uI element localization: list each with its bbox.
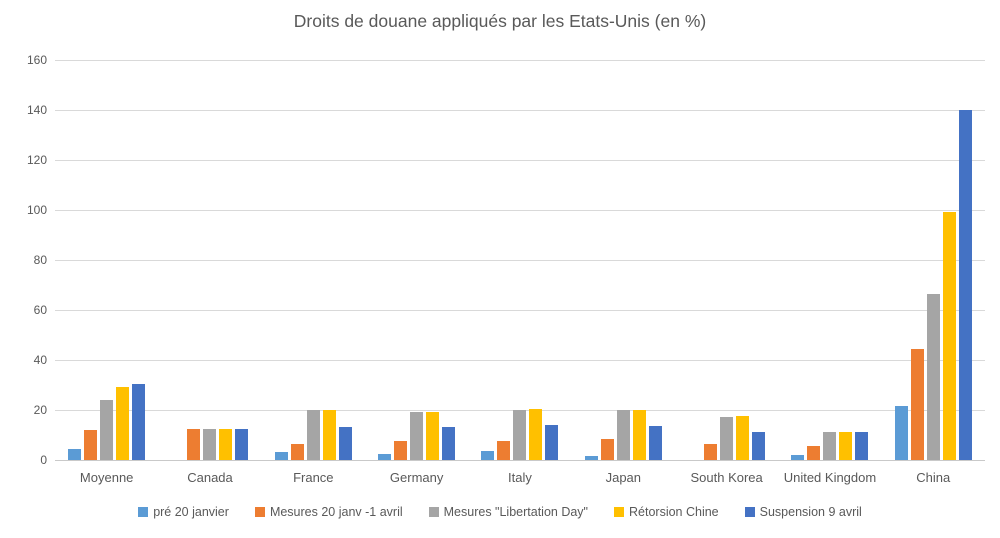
y-tick-label: 120 — [26, 153, 47, 167]
bar — [442, 427, 456, 460]
legend-label: Mesures 20 janv -1 avril — [269, 505, 403, 519]
bar — [942, 212, 956, 460]
y-tick-label: 20 — [33, 403, 47, 417]
bar — [274, 452, 288, 460]
bar — [132, 384, 146, 460]
y-tick-label: 80 — [33, 253, 47, 267]
bar — [616, 410, 630, 460]
bar — [720, 417, 734, 460]
y-tick-label: 100 — [26, 203, 47, 217]
bar — [203, 429, 217, 460]
y-tick-label: 140 — [26, 103, 47, 117]
gridline — [55, 210, 985, 211]
bar — [394, 441, 408, 460]
bar — [100, 400, 114, 460]
bar — [807, 446, 821, 460]
bar — [839, 432, 853, 460]
x-axis-line — [55, 460, 985, 461]
x-tick-label: Germany — [389, 470, 444, 485]
legend-item: Rétorsion Chine — [614, 505, 719, 519]
y-tick-label: 160 — [26, 53, 47, 67]
bar — [704, 444, 718, 460]
x-tick-label: France — [293, 470, 334, 485]
bar — [926, 294, 940, 460]
bar — [84, 430, 98, 460]
bar — [481, 451, 495, 460]
bar — [584, 456, 598, 460]
bar-group — [468, 60, 571, 460]
bar — [426, 412, 440, 460]
legend-item: Suspension 9 avril — [744, 505, 862, 519]
bar-group — [365, 60, 468, 460]
legend-item: pré 20 janvier — [138, 505, 229, 519]
bar-group — [55, 60, 158, 460]
bar — [235, 429, 249, 460]
bar-group — [675, 60, 778, 460]
chart-title: Droits de douane appliqués par les Etats… — [293, 11, 707, 31]
legend-swatch-icon — [138, 507, 149, 517]
bar-group — [572, 60, 675, 460]
y-tick-label: 60 — [33, 303, 47, 317]
bar — [497, 441, 511, 460]
bar — [68, 449, 82, 460]
legend-label: pré 20 janvier — [153, 505, 229, 519]
bar — [187, 429, 201, 460]
legend-label: Suspension 9 avril — [759, 505, 862, 519]
legend-swatch-icon — [744, 507, 755, 517]
bar — [855, 432, 869, 460]
legend-swatch-icon — [428, 507, 439, 517]
x-axis: Moyenne Canada France Germany Italy Japan Sout… — [55, 470, 985, 485]
legend-item: Mesures 20 janv -1 avril — [254, 505, 403, 519]
bar-group — [882, 60, 985, 460]
gridline — [55, 360, 985, 361]
bar-group — [158, 60, 261, 460]
legend-item: Mesures "Libertation Day" — [428, 505, 588, 519]
bar — [752, 432, 766, 460]
y-tick-label: 0 — [40, 453, 47, 467]
bar — [378, 454, 392, 460]
bar — [290, 444, 304, 460]
legend-label: Mesures "Libertation Day" — [443, 505, 588, 519]
legend-swatch-icon — [614, 507, 624, 517]
bar-group — [778, 60, 881, 460]
gridline — [55, 310, 985, 311]
bar — [910, 349, 924, 460]
bar — [306, 410, 320, 460]
bar — [529, 409, 543, 460]
x-tick-label: Italy — [508, 470, 532, 485]
bar — [600, 439, 614, 460]
bar — [116, 387, 130, 460]
gridline — [55, 60, 985, 61]
x-tick-label: Japan — [605, 470, 642, 485]
legend-swatch-icon — [254, 507, 265, 517]
plot-area — [55, 60, 985, 461]
gridline — [55, 160, 985, 161]
bar — [338, 427, 352, 460]
x-tick-label: China — [916, 470, 951, 485]
legend-label: Rétorsion Chine — [629, 505, 719, 519]
bar-group — [262, 60, 365, 460]
bar — [958, 110, 972, 460]
legend: pré 20 janvier Mesures 20 janv -1 avril Me… — [0, 505, 1000, 519]
x-tick-label: South Korea — [690, 470, 763, 485]
bar — [894, 406, 908, 460]
x-tick-label: Moyenne — [79, 470, 134, 485]
y-tick-label: 40 — [33, 353, 47, 367]
bar — [410, 412, 424, 460]
bar — [632, 410, 646, 460]
bar — [648, 426, 662, 460]
gridline — [55, 110, 985, 111]
bar — [823, 432, 837, 460]
gridline — [55, 260, 985, 261]
bar-groups — [55, 60, 985, 460]
bar — [791, 455, 805, 460]
x-tick-label: United Kingdom — [783, 470, 877, 485]
bar — [322, 410, 336, 460]
bar — [219, 429, 233, 460]
bar — [736, 416, 750, 460]
x-tick-label: Canada — [187, 470, 233, 485]
bar — [513, 410, 527, 460]
bar — [545, 425, 559, 460]
